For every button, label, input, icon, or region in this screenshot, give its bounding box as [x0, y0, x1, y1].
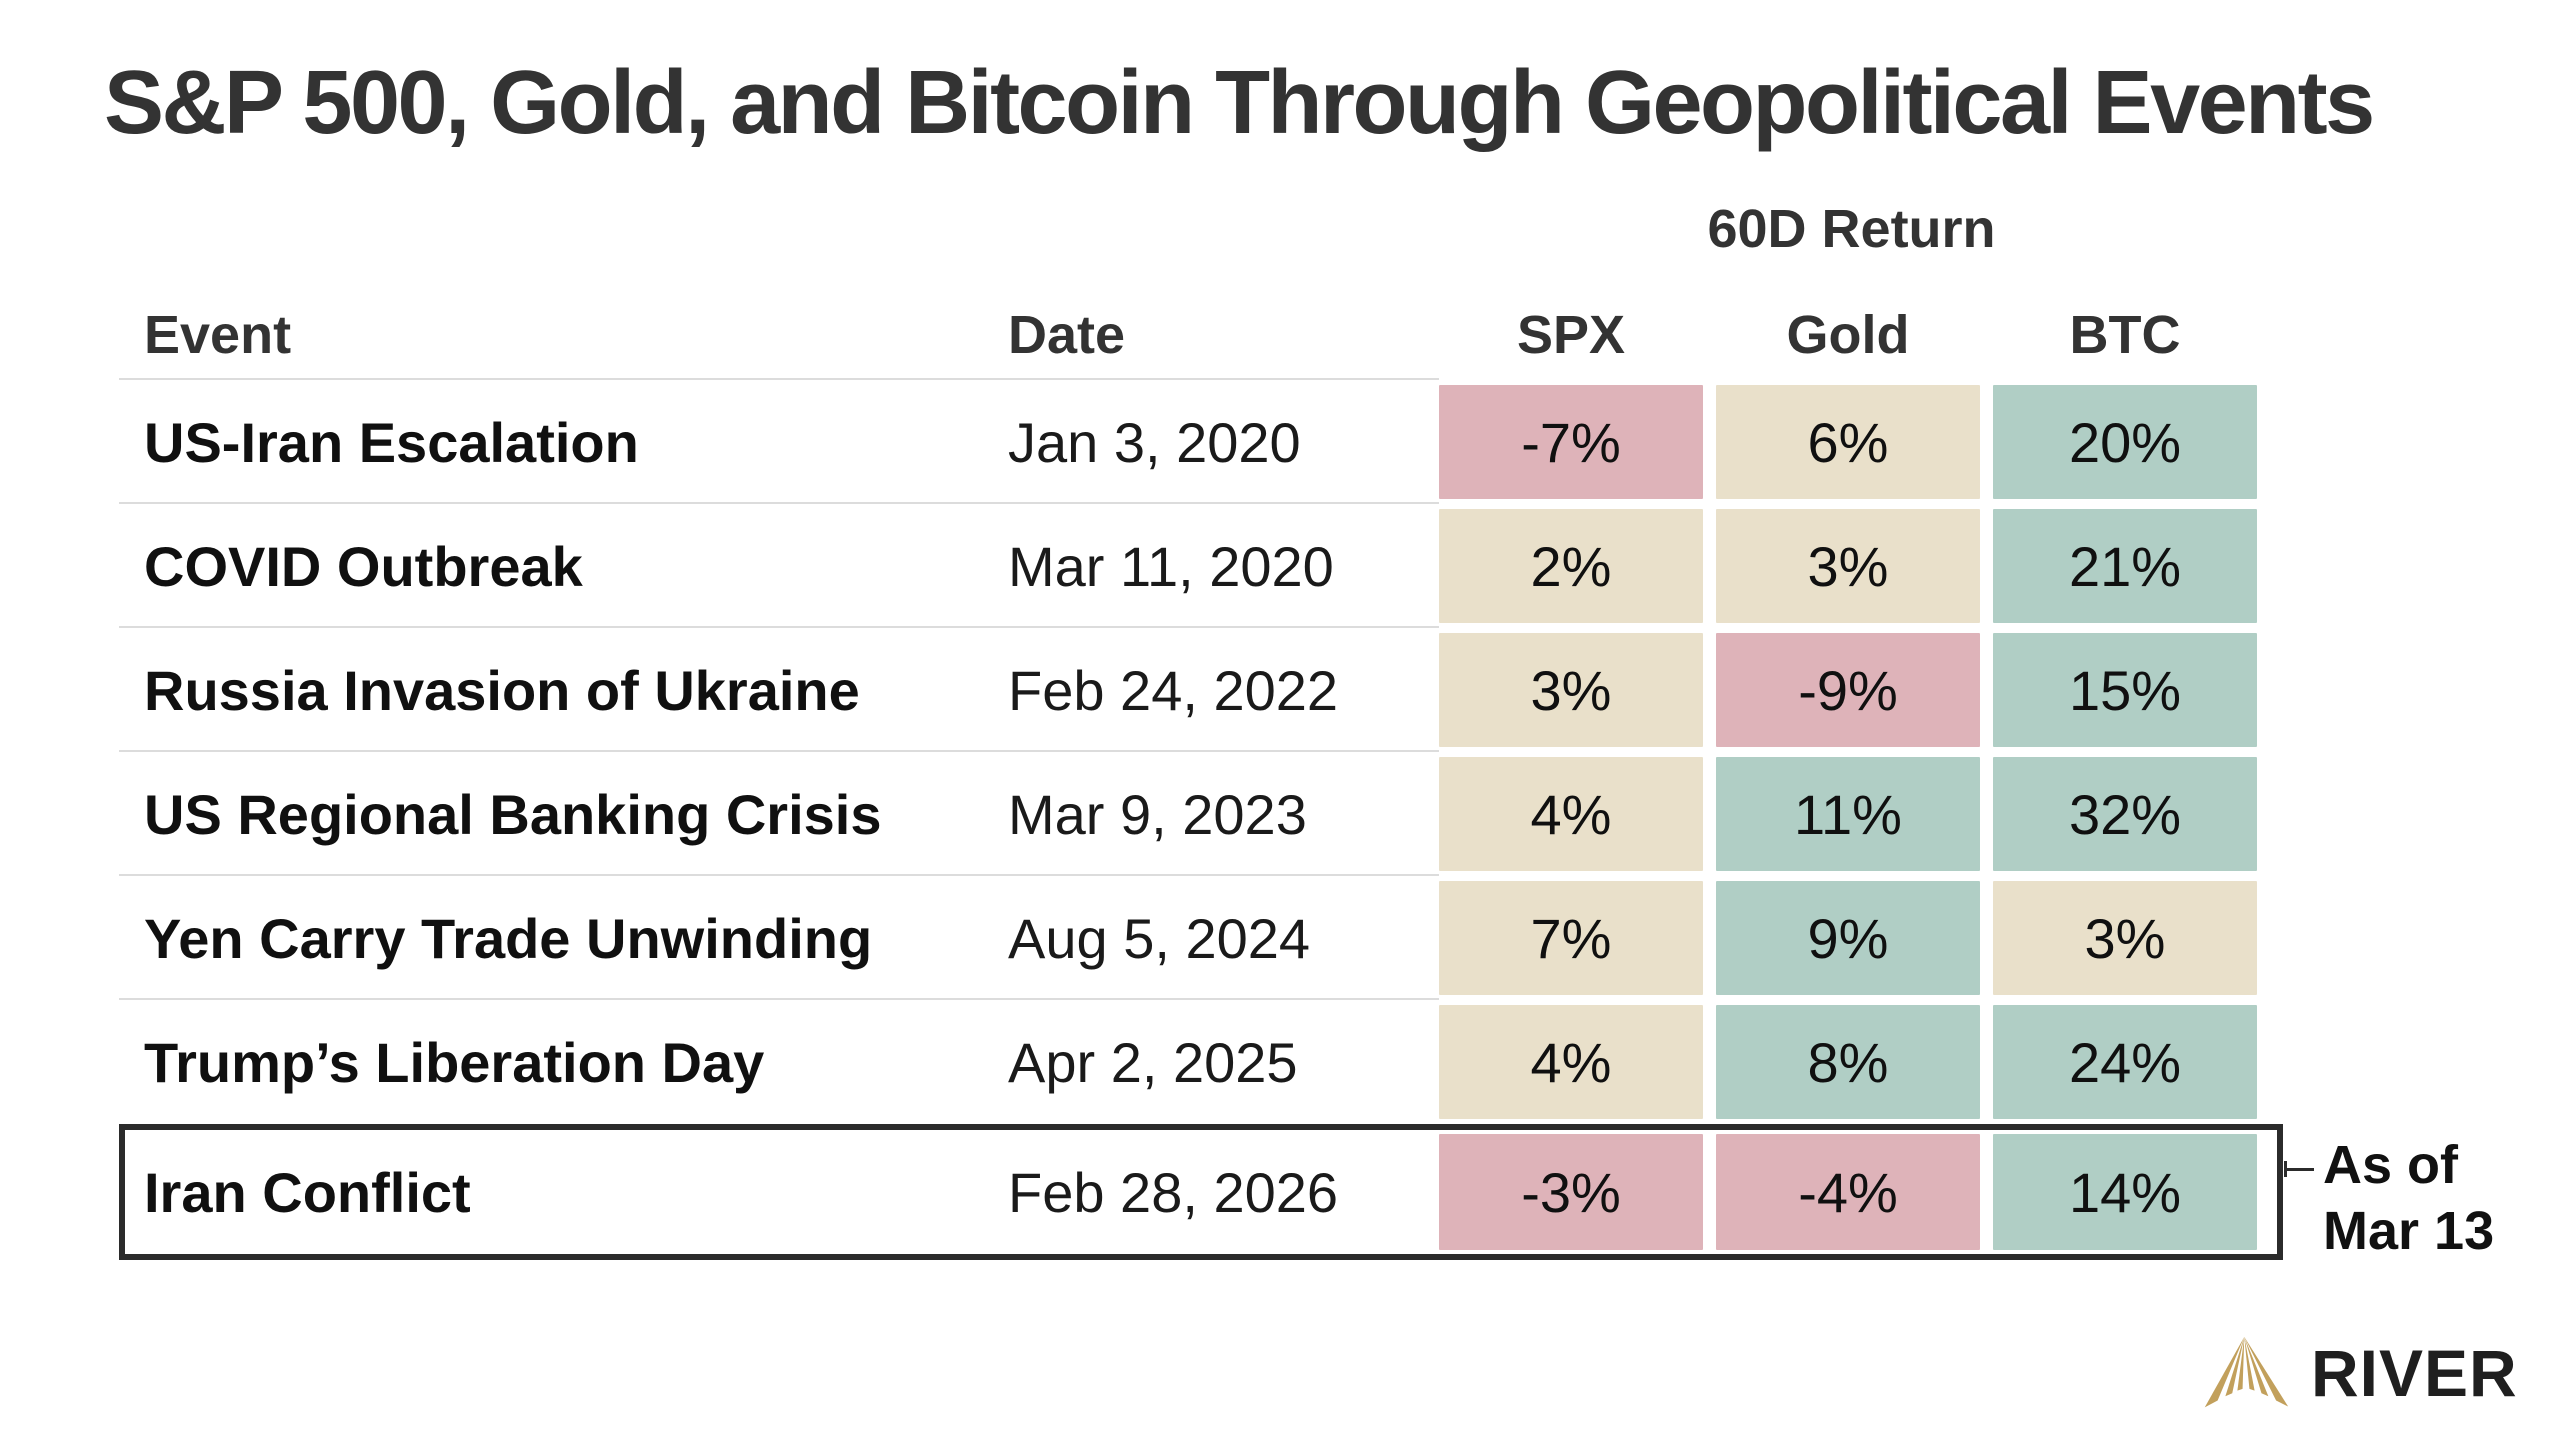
column-header-btc: BTC	[2069, 305, 2181, 365]
column-header-gold: Gold	[1786, 305, 1910, 365]
event-label: Russia Invasion of Ukraine	[144, 658, 860, 722]
spx-return-cell: 7%	[1439, 881, 1703, 995]
table-row: US Regional Banking Crisis Mar 9, 2023 4…	[119, 752, 2283, 876]
table-row: Trump’s Liberation Day Apr 2, 2025 4% 8%…	[119, 1000, 2283, 1124]
gold-return-cell: -9%	[1716, 633, 1980, 747]
spx-return-cell: -3%	[1439, 1134, 1703, 1250]
gold-return-cell: 9%	[1716, 881, 1980, 995]
event-date: Jan 3, 2020	[1008, 410, 1301, 474]
page-title: S&P 500, Gold, and Bitcoin Through Geopo…	[104, 53, 2375, 153]
btc-return-cell: 24%	[1993, 1005, 2257, 1119]
btc-return-cell: 21%	[1993, 509, 2257, 623]
event-date: Mar 11, 2020	[1008, 534, 1334, 598]
event-date: Apr 2, 2025	[1008, 1030, 1298, 1094]
gold-return-cell: 11%	[1716, 757, 1980, 871]
gold-return-cell: 3%	[1716, 509, 1980, 623]
table-header-row: Event Date SPX Gold BTC	[119, 290, 2283, 380]
event-label: US-Iran Escalation	[144, 410, 639, 474]
table-row-highlighted: Iran Conflict Feb 28, 2026 -3% -4% 14%	[119, 1124, 2283, 1260]
table-row: Russia Invasion of Ukraine Feb 24, 2022 …	[119, 628, 2283, 752]
spx-return-cell: 4%	[1439, 757, 1703, 871]
column-header-date: Date	[1008, 305, 1126, 365]
table-row: COVID Outbreak Mar 11, 2020 2% 3% 21%	[119, 504, 2283, 628]
events-table: Event Date SPX Gold BTC US-Iran Escalati…	[119, 290, 2283, 1260]
table-row: Yen Carry Trade Unwinding Aug 5, 2024 7%…	[119, 876, 2283, 1000]
column-header-spx: SPX	[1516, 305, 1626, 365]
btc-return-cell: 15%	[1993, 633, 2257, 747]
callout-text: As of Mar 13	[2323, 1132, 2494, 1264]
spx-return-cell: 2%	[1439, 509, 1703, 623]
spx-return-cell: 3%	[1439, 633, 1703, 747]
gold-return-cell: 6%	[1716, 385, 1980, 499]
event-date: Feb 28, 2026	[1008, 1160, 1339, 1224]
spx-return-cell: 4%	[1439, 1005, 1703, 1119]
btc-return-cell: 32%	[1993, 757, 2257, 871]
btc-return-cell: 3%	[1993, 881, 2257, 995]
callout-line1: As of	[2323, 1135, 2458, 1195]
event-label: US Regional Banking Crisis	[144, 782, 882, 846]
river-logo: RIVER	[2203, 1333, 2518, 1413]
callout-line2: Mar 13	[2323, 1201, 2495, 1261]
gold-return-cell: -4%	[1716, 1134, 1980, 1250]
event-label: Iran Conflict	[144, 1160, 471, 1224]
btc-return-cell: 20%	[1993, 385, 2257, 499]
event-date: Aug 5, 2024	[1008, 906, 1311, 970]
btc-return-cell: 14%	[1993, 1134, 2257, 1250]
callout-connector-line	[2284, 1168, 2314, 1171]
event-date: Feb 24, 2022	[1008, 658, 1339, 722]
event-label: Yen Carry Trade Unwinding	[144, 906, 873, 970]
group-header-60d-return: 60D Return	[1707, 199, 1996, 259]
event-date: Mar 9, 2023	[1008, 782, 1307, 846]
gold-return-cell: 8%	[1716, 1005, 1980, 1119]
river-delta-icon	[2204, 1336, 2289, 1408]
table-row: US-Iran Escalation Jan 3, 2020 -7% 6% 20…	[119, 380, 2283, 504]
spx-return-cell: -7%	[1439, 385, 1703, 499]
event-label: COVID Outbreak	[144, 534, 583, 598]
column-header-event: Event	[144, 305, 292, 365]
event-label: Trump’s Liberation Day	[144, 1030, 765, 1094]
river-logo-text: RIVER	[2311, 1336, 2518, 1410]
